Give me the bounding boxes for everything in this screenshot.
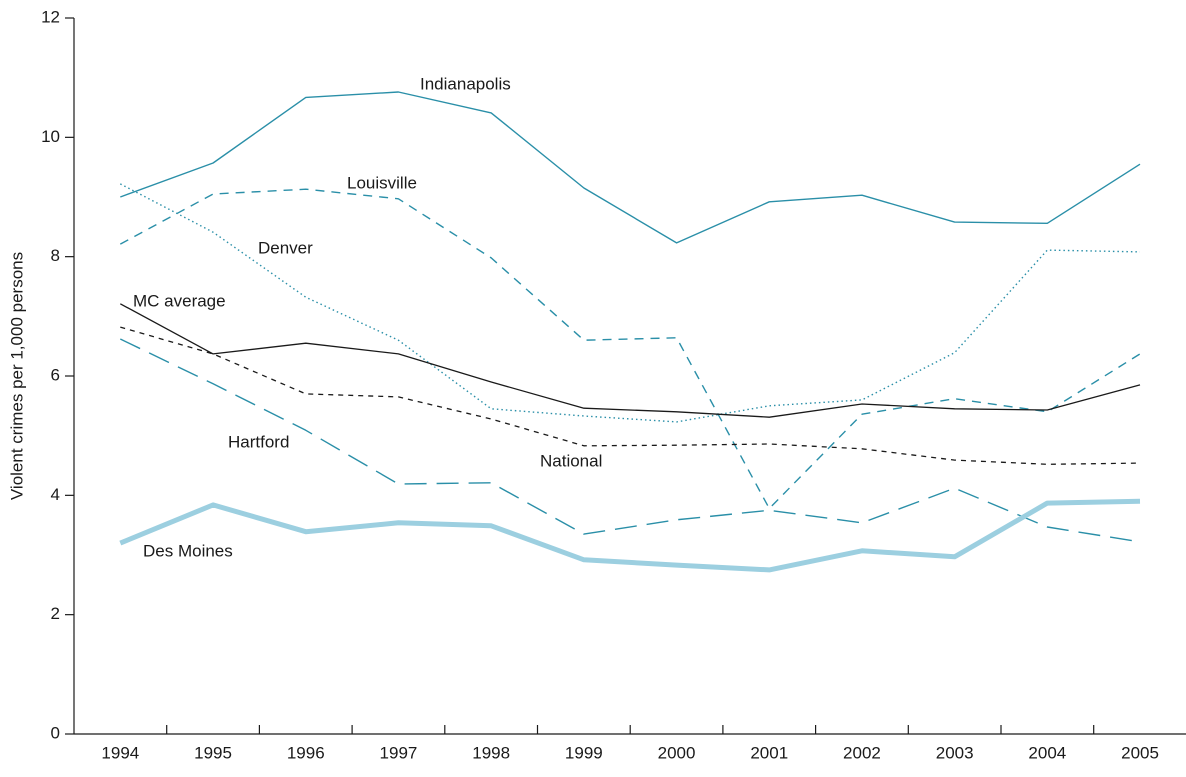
series-label: Des Moines [143, 541, 233, 560]
y-tick-label: 10 [41, 127, 60, 146]
x-tick-label: 1995 [194, 743, 232, 762]
x-tick-label: 2005 [1121, 743, 1159, 762]
series-line [120, 91, 1141, 244]
x-tick-label: 2001 [750, 743, 788, 762]
x-tick-label: 1994 [101, 743, 139, 762]
series-label: Denver [258, 238, 313, 257]
series-line [119, 338, 1141, 543]
x-tick-label: 1999 [565, 743, 603, 762]
x-tick-label: 2003 [936, 743, 974, 762]
y-tick-label: 8 [51, 246, 60, 265]
x-tick-label: 1998 [472, 743, 510, 762]
series-line [119, 498, 1141, 573]
series-line [119, 303, 1141, 418]
series-label: Louisville [347, 173, 417, 192]
x-tick-label: 1997 [380, 743, 418, 762]
series-line [119, 183, 1141, 423]
y-tick-label: 6 [51, 365, 60, 384]
y-axis-label: Violent crimes per 1,000 persons [7, 252, 26, 500]
y-tick-label: 0 [51, 723, 60, 742]
x-tick-label: 1996 [287, 743, 325, 762]
x-tick-label: 2000 [658, 743, 696, 762]
series-line [120, 326, 1141, 465]
series-label: Indianapolis [420, 74, 511, 93]
y-tick-label: 12 [41, 7, 60, 26]
x-tick-label: 2002 [843, 743, 881, 762]
x-tick-label: 2004 [1028, 743, 1066, 762]
y-tick-label: 2 [51, 604, 60, 623]
series-label: MC average [133, 291, 226, 310]
y-tick-label: 4 [51, 485, 60, 504]
series-label: Hartford [228, 432, 289, 451]
series-line [119, 188, 1141, 510]
series-label: National [540, 451, 602, 470]
